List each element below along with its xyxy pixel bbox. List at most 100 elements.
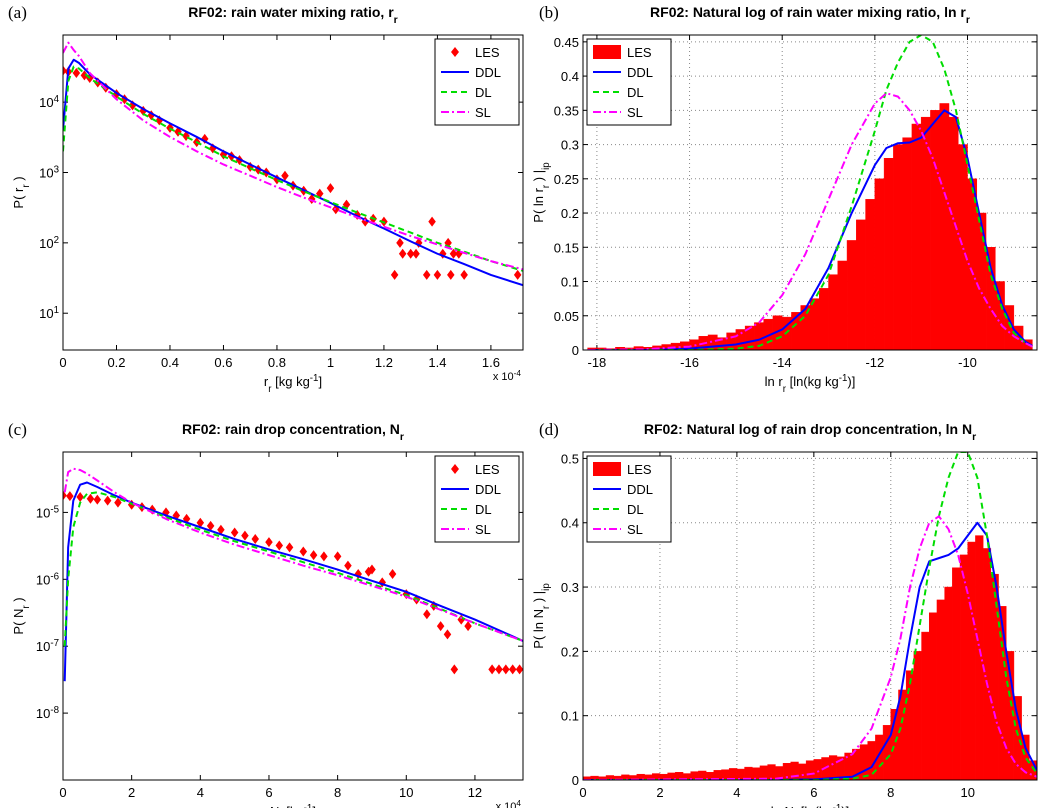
text-run: 0.5	[561, 451, 579, 466]
legend: LES DDL DL SL	[434, 455, 520, 543]
text-run: LES	[627, 462, 652, 477]
y-tick-label: 0	[572, 343, 579, 358]
text-run: 10	[36, 572, 50, 587]
data-point	[63, 65, 67, 76]
text-run: RF02: Natural log of rain water mixing r…	[650, 4, 966, 20]
text-run: P( ln r	[531, 187, 546, 222]
text-run: SL	[475, 105, 491, 120]
text-run: 1	[327, 355, 334, 370]
x-tick-label: 2	[128, 785, 135, 800]
data-point	[422, 269, 431, 280]
text-run: DL	[627, 502, 644, 517]
histogram-bar	[976, 212, 987, 350]
data-point	[513, 269, 522, 280]
text-run: [kg kg	[272, 374, 310, 389]
x-tick-label: -12	[865, 355, 884, 370]
legend: LES DDL DL SL	[434, 38, 520, 126]
histogram-bar	[921, 631, 930, 780]
histogram-bar	[828, 755, 838, 780]
y-tick-label: 0.05	[554, 309, 579, 324]
data-point	[196, 517, 205, 528]
x-tick-label: 0.6	[214, 355, 232, 370]
data-point	[281, 170, 289, 181]
text-run: r	[541, 184, 552, 188]
text-run: 4	[733, 785, 740, 800]
y-axis-label: P( rr )	[11, 176, 32, 208]
histogram-bar	[911, 123, 922, 350]
legend-box	[434, 455, 520, 543]
curve	[583, 521, 1037, 780]
text-run: r	[400, 431, 404, 443]
curve	[587, 109, 1033, 350]
histogram-bar	[809, 298, 820, 350]
y-tick-label: 0.3	[561, 580, 579, 595]
text-run: 10	[961, 785, 975, 800]
data-point	[412, 248, 420, 259]
text-run: DDL	[627, 65, 653, 80]
legend-swatch	[451, 464, 459, 474]
x-tick-label: 4	[197, 785, 204, 800]
data-point	[368, 564, 376, 575]
data-point	[460, 269, 468, 280]
data-point	[390, 269, 399, 280]
text-run: -10	[958, 355, 977, 370]
data-point	[66, 491, 74, 502]
legend-label: SL	[475, 105, 491, 120]
text-run: -1	[304, 803, 313, 808]
text-run: 1.2	[375, 355, 393, 370]
histogram-bar	[859, 744, 868, 780]
text-run: -14	[773, 355, 792, 370]
y-tick-label: 0.25	[554, 172, 579, 187]
text-run: -1	[310, 373, 319, 384]
data-point	[436, 621, 445, 632]
data-point	[72, 67, 81, 78]
data-point	[275, 540, 284, 551]
x-tick-label: 6	[810, 785, 817, 800]
x-axis-label: rr [kg kg-1]	[264, 373, 322, 395]
histogram-bar	[902, 137, 913, 350]
y-tick-label: 0.4	[561, 69, 579, 84]
data-point	[320, 551, 328, 562]
chart-title: RF02: Natural log of rain water mixing r…	[650, 4, 970, 26]
text-run: 10	[39, 165, 53, 180]
data-point	[299, 546, 308, 557]
y-tick-label: 101	[39, 305, 59, 322]
y-tick-label: 10-6	[36, 571, 59, 588]
data-point	[508, 664, 517, 675]
x-axis-label: ln rr [ln(kg kg-1)]	[765, 373, 856, 395]
y-tick-label: 10-5	[36, 504, 60, 521]
text-run: -18	[587, 355, 606, 370]
text-run: P( N	[11, 609, 26, 635]
text-run: 0.3	[561, 580, 579, 595]
curve	[587, 92, 1033, 350]
x-tick-label: 4	[733, 785, 740, 800]
text-run: 0.05	[554, 309, 579, 324]
histogram-bar	[939, 103, 950, 350]
text-run: ) |	[531, 170, 546, 185]
x-tick-label: 1	[327, 355, 334, 370]
histogram-bar	[828, 274, 839, 350]
histogram-bar	[882, 725, 892, 780]
data-point	[388, 569, 397, 580]
text-run: 4	[54, 94, 60, 105]
histogram-bar	[883, 158, 894, 350]
curve	[63, 467, 523, 642]
text-run: SL	[627, 105, 643, 120]
text-run: -5	[50, 504, 59, 515]
text-run: r	[268, 384, 272, 395]
panel-label: (a)	[8, 3, 27, 22]
data-point	[76, 491, 84, 502]
legend-label: DL	[627, 85, 644, 100]
legend-label: SL	[627, 105, 643, 120]
plot-content	[583, 452, 1037, 780]
data-point	[333, 551, 342, 562]
text-run: r	[21, 184, 32, 188]
data-point	[428, 216, 436, 227]
text-run: 0.2	[561, 206, 579, 221]
histogram-bar	[813, 759, 822, 780]
text-run: RF02: rain water mixing ratio, r	[188, 4, 394, 20]
text-run: SL	[627, 522, 643, 537]
curve	[63, 41, 523, 271]
panel-label: (c)	[8, 420, 27, 439]
y-tick-label: 0.45	[554, 35, 579, 50]
